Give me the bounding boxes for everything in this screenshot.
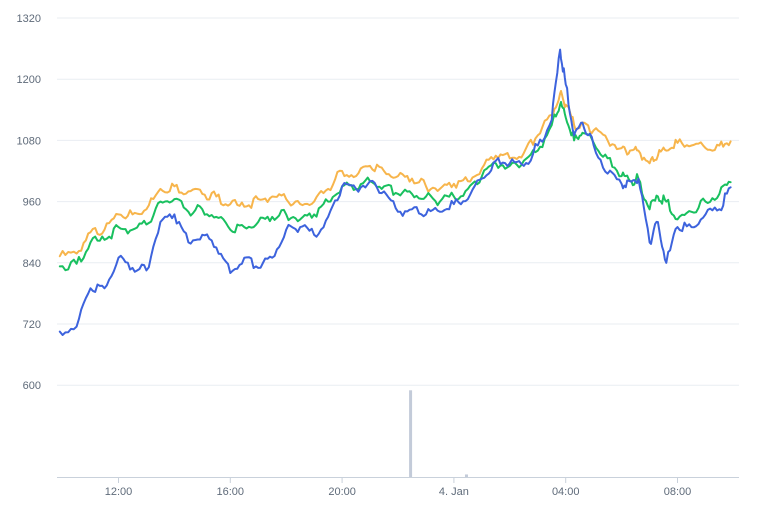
x-tick-label: 12:00	[105, 486, 133, 498]
volume-bar	[409, 390, 413, 477]
y-tick-label: 1320	[17, 13, 41, 25]
y-tick-label: 1080	[17, 135, 41, 147]
volume-bars	[409, 390, 468, 477]
x-tick-label: 08:00	[664, 486, 692, 498]
x-axis-ticks: 12:00 16:00 20:00 4. Jan 04:00 08:00	[105, 477, 692, 498]
y-tick-label: 840	[23, 258, 41, 270]
x-tick-label: 4. Jan	[439, 486, 469, 498]
series-line-2	[58, 48, 732, 336]
volume-bar	[464, 474, 468, 477]
x-tick-label: 16:00	[217, 486, 245, 498]
y-axis-ticks: 1320 1200 1080 960 840 720 600	[17, 13, 41, 392]
x-tick-label: 04:00	[552, 486, 580, 498]
series-line-0	[58, 90, 732, 258]
y-tick-label: 960	[23, 197, 41, 209]
y-tick-label: 1200	[17, 74, 41, 86]
y-tick-label: 600	[23, 380, 41, 392]
series-lines	[58, 48, 732, 336]
y-tick-label: 720	[23, 319, 41, 331]
x-tick-label: 20:00	[328, 486, 356, 498]
series-line-1	[58, 101, 732, 272]
